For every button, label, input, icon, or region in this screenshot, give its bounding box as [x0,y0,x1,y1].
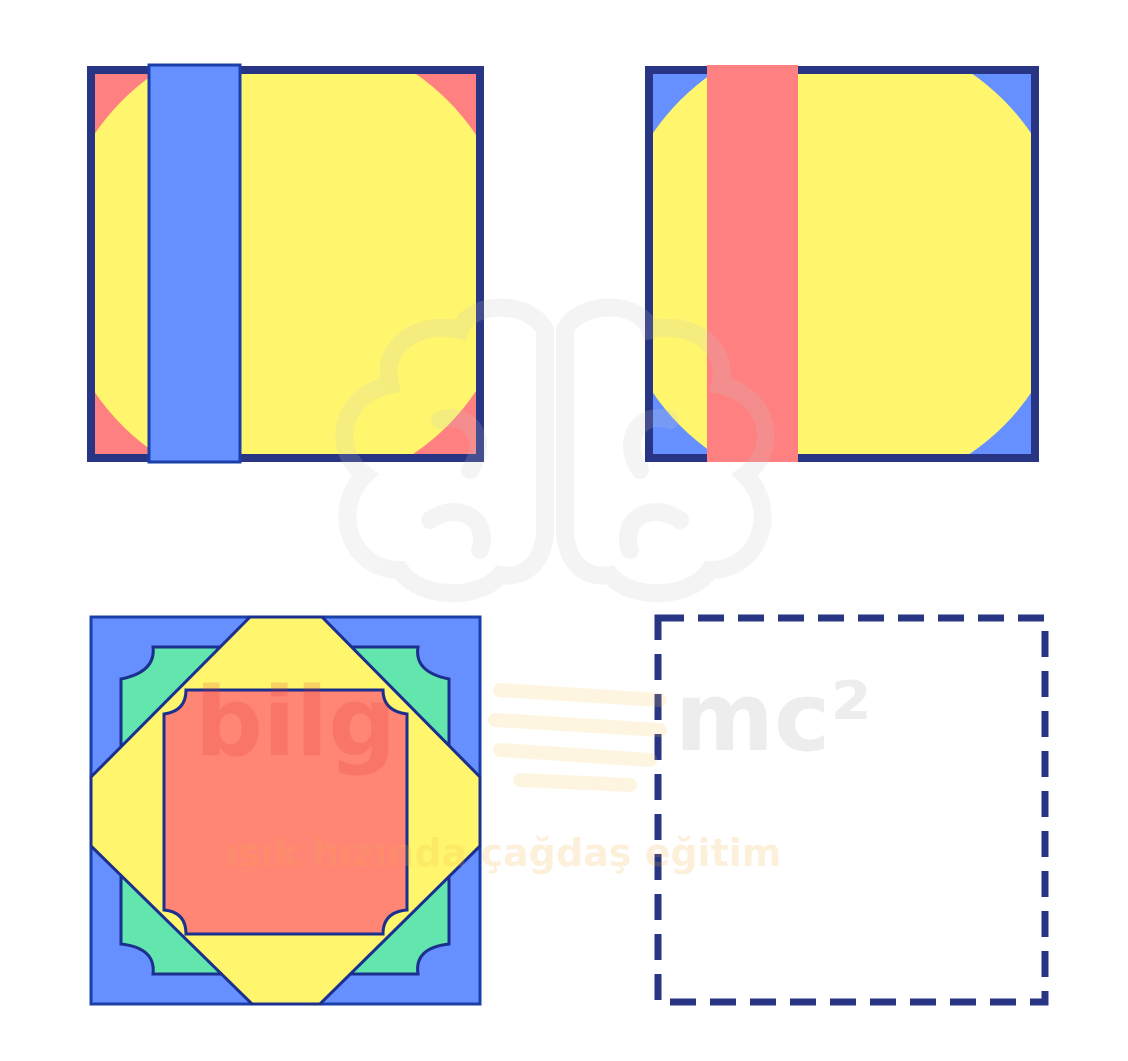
panel-bottom-left [89,615,482,1006]
red-notched-square [162,688,409,936]
square-border [645,66,1039,462]
yellow-circle [649,70,1035,458]
brain-logo-icon [335,298,775,603]
panel-top-left [87,63,484,464]
square-border [87,66,484,462]
dashed-empty-square [654,614,1049,1006]
vertical-stripe [147,63,242,464]
panel-top-right [645,65,1039,462]
vertical-stripe [707,65,798,462]
panel-bottom-right [654,614,1049,1006]
watermark: bilg mc² ışık hızında çağdaş eğitim [195,298,872,875]
watermark-slogan: ışık hızında çağdaş eğitim [225,831,781,875]
watermark-brand-left: bilg [195,668,396,778]
lightbulb-base-icon [488,683,667,792]
watermark-brand-right: mc² [675,663,872,773]
